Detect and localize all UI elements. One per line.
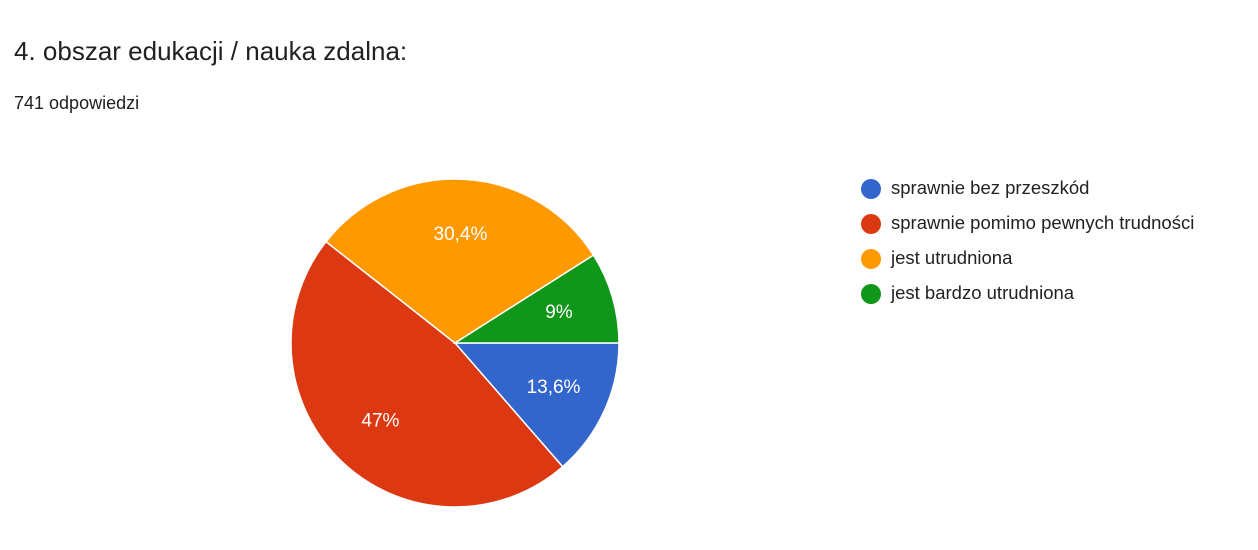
slice-label: 30,4% (434, 224, 488, 245)
chart-title: 4. obszar edukacji / nauka zdalna: (14, 36, 407, 66)
legend-swatch (861, 214, 881, 234)
pie-slice (452, 254, 620, 344)
legend-label: jest bardzo utrudniona (890, 282, 1075, 303)
pie-slice (453, 342, 620, 468)
slice-label: 47% (361, 410, 399, 431)
chart-subtitle: 741 odpowiedzi (14, 93, 139, 113)
legend-swatch (861, 179, 881, 199)
legend-label: sprawnie bez przeszkód (891, 177, 1089, 198)
pie-slice (290, 240, 564, 508)
legend-label: sprawnie pomimo pewnych trudności (891, 212, 1194, 233)
legend-swatch (861, 249, 881, 269)
pie-slice (324, 178, 595, 344)
slice-label: 9% (545, 302, 573, 323)
slice-label: 13,6% (527, 377, 581, 398)
legend-swatch (861, 284, 881, 304)
legend-label: jest utrudniona (890, 247, 1013, 268)
